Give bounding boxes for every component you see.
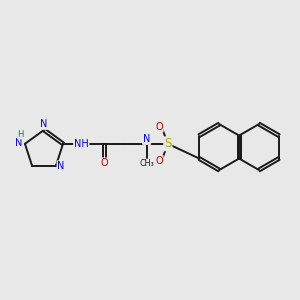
Text: O: O (155, 122, 163, 132)
Text: S: S (164, 137, 172, 150)
Text: CH₃: CH₃ (139, 159, 154, 168)
Text: N: N (15, 138, 23, 148)
Text: O: O (155, 156, 163, 166)
Text: O: O (100, 158, 108, 168)
Text: N: N (143, 134, 150, 144)
Text: N: N (57, 161, 65, 171)
Text: NH: NH (74, 139, 89, 149)
Text: H: H (17, 130, 24, 139)
Text: N: N (40, 119, 48, 129)
